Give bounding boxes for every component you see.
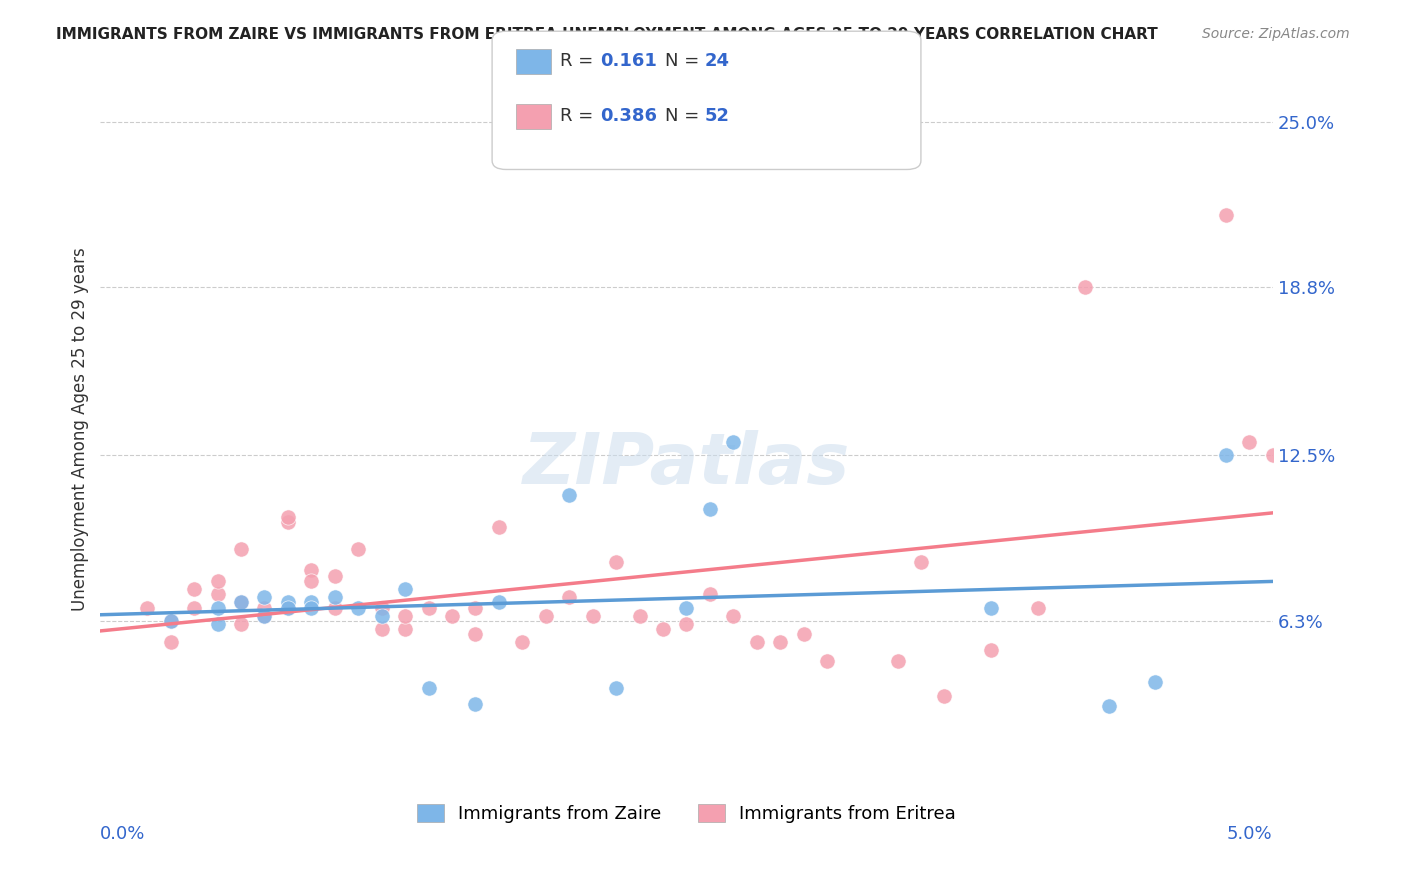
Point [488, 520, 510, 534]
Point [558, 488, 581, 502]
Point [488, 595, 510, 609]
Point [207, 616, 229, 631]
Point [699, 501, 721, 516]
Text: R =: R = [560, 52, 599, 70]
Point [394, 582, 416, 596]
Point [323, 600, 346, 615]
Point [886, 654, 908, 668]
Point [675, 600, 697, 615]
Text: IMMIGRANTS FROM ZAIRE VS IMMIGRANTS FROM ERITREA UNEMPLOYMENT AMONG AGES 25 TO 2: IMMIGRANTS FROM ZAIRE VS IMMIGRANTS FROM… [56, 27, 1159, 42]
Point [464, 697, 486, 711]
Point [370, 608, 392, 623]
Point [934, 689, 956, 703]
Text: Source: ZipAtlas.com: Source: ZipAtlas.com [1202, 27, 1350, 41]
Point [183, 600, 205, 615]
Point [745, 635, 768, 649]
Point [277, 600, 299, 615]
Text: 52: 52 [704, 107, 730, 125]
Text: R =: R = [560, 107, 599, 125]
Point [1261, 449, 1284, 463]
Point [253, 608, 276, 623]
Point [183, 582, 205, 596]
Point [253, 608, 276, 623]
Point [370, 622, 392, 636]
Text: 24: 24 [704, 52, 730, 70]
Point [534, 608, 557, 623]
Point [418, 681, 440, 695]
Point [1215, 449, 1237, 463]
Text: ZIPatlas: ZIPatlas [523, 430, 851, 500]
Point [980, 600, 1002, 615]
Point [277, 515, 299, 529]
Point [394, 622, 416, 636]
Point [207, 587, 229, 601]
Point [136, 600, 159, 615]
Text: 0.0%: 0.0% [100, 825, 146, 843]
Point [605, 555, 627, 569]
Point [512, 635, 534, 649]
Point [347, 600, 370, 615]
Point [441, 608, 464, 623]
Point [1074, 280, 1097, 294]
Text: 0.386: 0.386 [600, 107, 658, 125]
Point [347, 541, 370, 556]
Point [323, 590, 346, 604]
Point [793, 627, 815, 641]
Legend: Immigrants from Zaire, Immigrants from Eritrea: Immigrants from Zaire, Immigrants from E… [409, 797, 963, 830]
Point [277, 600, 299, 615]
Point [207, 600, 229, 615]
Point [159, 614, 181, 628]
Point [723, 435, 745, 450]
Point [394, 608, 416, 623]
Point [582, 608, 605, 623]
Point [464, 600, 486, 615]
Point [277, 595, 299, 609]
Point [464, 627, 486, 641]
Point [418, 600, 440, 615]
Point [910, 555, 932, 569]
Point [229, 616, 252, 631]
Point [699, 587, 721, 601]
Point [1026, 600, 1049, 615]
Point [980, 643, 1002, 657]
Point [652, 622, 675, 636]
Point [299, 574, 322, 588]
Point [558, 590, 581, 604]
Point [159, 635, 181, 649]
Point [253, 590, 276, 604]
Point [1097, 699, 1119, 714]
Point [769, 635, 792, 649]
Point [207, 574, 229, 588]
Point [277, 509, 299, 524]
Point [299, 595, 322, 609]
Y-axis label: Unemployment Among Ages 25 to 29 years: Unemployment Among Ages 25 to 29 years [72, 247, 89, 611]
Point [628, 608, 651, 623]
Point [1237, 435, 1260, 450]
Text: N =: N = [665, 107, 704, 125]
Point [1215, 208, 1237, 222]
Point [229, 595, 252, 609]
Point [675, 616, 697, 631]
Point [253, 600, 276, 615]
Text: 5.0%: 5.0% [1227, 825, 1272, 843]
Point [370, 600, 392, 615]
Point [815, 654, 838, 668]
Point [229, 541, 252, 556]
Point [605, 681, 627, 695]
Point [159, 614, 181, 628]
Point [299, 563, 322, 577]
Point [299, 600, 322, 615]
Text: N =: N = [665, 52, 704, 70]
Text: 0.161: 0.161 [600, 52, 657, 70]
Point [229, 595, 252, 609]
Point [323, 568, 346, 582]
Point [723, 608, 745, 623]
Point [1144, 675, 1167, 690]
